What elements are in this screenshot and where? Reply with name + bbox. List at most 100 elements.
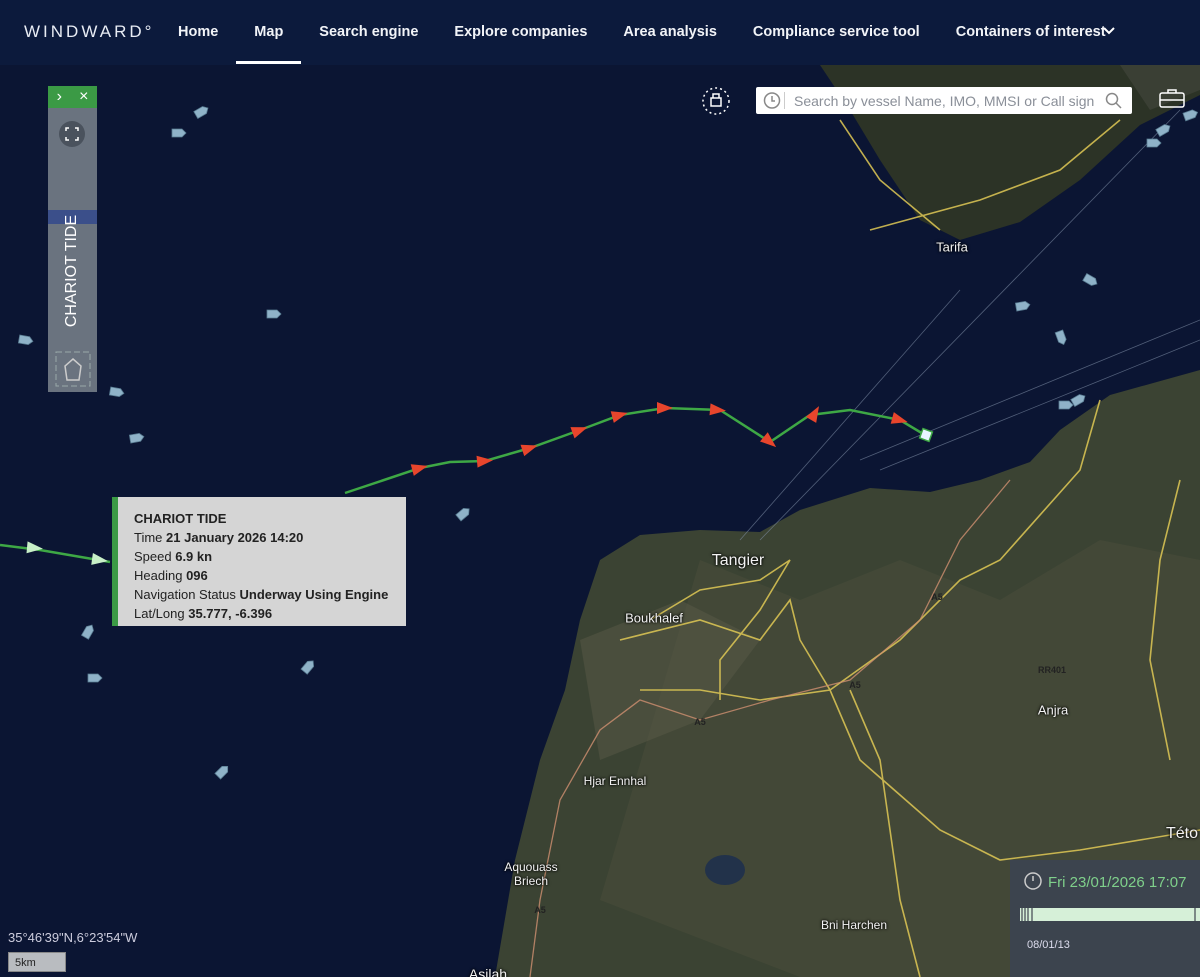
- nav-item[interactable]: Area analysis: [623, 24, 717, 40]
- place-label: Hjar Ennhal: [583, 774, 647, 788]
- panel-header: › ×: [48, 86, 97, 108]
- place-label: Anjra: [1037, 702, 1069, 718]
- vessel-marker[interactable]: [1058, 400, 1074, 410]
- divider: [784, 92, 785, 109]
- row-label: Lat/Long: [134, 606, 185, 621]
- track-arrow: [610, 411, 628, 423]
- track-arrow: [520, 444, 538, 457]
- vessel-track: [0, 402, 934, 565]
- search-placeholder[interactable]: Search by vessel Name, IMO, MMSI or Call…: [794, 93, 1095, 109]
- nav-menu: Home Map Search engine Explore companies Are…: [160, 0, 1124, 65]
- road-code: RR401: [1037, 665, 1067, 675]
- vessel-marker[interactable]: [300, 658, 316, 675]
- vessel-marker[interactable]: [193, 105, 210, 120]
- vessel-marker[interactable]: [1182, 109, 1199, 122]
- vessel-marker[interactable]: [1146, 138, 1162, 148]
- clock-icon[interactable]: [760, 87, 788, 114]
- place-label: Tangier: [711, 552, 765, 569]
- tooltip-row: Time 21 January 2026 14:20: [134, 528, 406, 547]
- vessel-icon[interactable]: [48, 350, 97, 390]
- nav-item[interactable]: Explore companies: [454, 24, 588, 40]
- track-line: [0, 543, 111, 564]
- nav-item[interactable]: Containers of interest: [955, 24, 1106, 40]
- vessel-photo: [48, 210, 97, 224]
- vessel-name: CHARIOT TIDE: [63, 214, 80, 328]
- nav-item[interactable]: Home: [178, 24, 219, 40]
- timeline-start: 08/01/13: [1027, 939, 1070, 951]
- toolbox-icon[interactable]: [1159, 89, 1185, 108]
- scale-bar: 5km: [8, 952, 66, 972]
- selected-vessel[interactable]: [918, 427, 934, 443]
- track-arrow: [570, 427, 588, 439]
- expand-button[interactable]: ›: [56, 88, 62, 105]
- vessel-marker[interactable]: [1070, 393, 1087, 408]
- vessel-tooltip: CHARIOT TIDE Time 21 January 2026 14:20 S…: [112, 497, 406, 626]
- tooltip-row: Lat/Long 35.777, -6.396: [134, 604, 406, 623]
- top-nav: WINDWARD° Home Map Search engine Explore co…: [0, 0, 1200, 65]
- search-icon[interactable]: [1104, 87, 1124, 114]
- place-label: Aquouass Briech: [504, 860, 558, 888]
- brand-logo[interactable]: WINDWARD°: [24, 22, 155, 41]
- vessel-marker[interactable]: [455, 506, 472, 522]
- row-value: 6.9 kn: [175, 549, 213, 564]
- row-value: 35.777, -6.396: [188, 606, 273, 621]
- road-code: A5: [931, 592, 943, 602]
- track-arrow: [410, 464, 428, 476]
- row-value: 21 January 2026 14:20: [166, 530, 304, 545]
- vessel-marker[interactable]: [80, 623, 96, 640]
- track-arrow: [26, 541, 43, 554]
- vessel-marker[interactable]: [1082, 272, 1099, 288]
- nav-more[interactable]: [1102, 24, 1116, 38]
- road-code: A5: [694, 717, 706, 727]
- vessels: [17, 105, 1199, 780]
- nav-item[interactable]: Search engine: [319, 24, 419, 40]
- track-arrow: [709, 403, 726, 416]
- place-label: Bni Harchen: [820, 918, 888, 932]
- vessel-marker[interactable]: [1155, 123, 1172, 138]
- row-label: Time: [134, 530, 163, 545]
- vessel-side-panel: › × CHARIOT TIDE: [48, 86, 97, 392]
- place-label: Boukhalef: [625, 610, 683, 626]
- track-arrow: [657, 402, 673, 414]
- road-code: A5: [849, 680, 861, 690]
- vessel-marker[interactable]: [1014, 300, 1031, 312]
- tooltip-row: Speed 6.9 kn: [134, 547, 406, 566]
- track-arrow: [760, 432, 777, 448]
- tooltip-row: Heading 096: [134, 566, 406, 585]
- vessel-marker[interactable]: [17, 334, 34, 346]
- row-label: Navigation Status: [134, 587, 236, 602]
- place-label: Asilah: [468, 966, 508, 977]
- place-label: Této: [1165, 825, 1199, 842]
- roads: [619, 119, 1200, 977]
- track-arrow: [805, 406, 819, 423]
- track-arrow: [476, 455, 493, 468]
- vessel-marker[interactable]: [171, 128, 187, 138]
- track-line: [344, 406, 926, 495]
- track-arrow: [91, 552, 108, 565]
- nav-item[interactable]: Map: [236, 0, 302, 65]
- timeline-clock[interactable]: [1022, 870, 1044, 892]
- vessel-marker[interactable]: [108, 386, 125, 398]
- close-button[interactable]: ×: [79, 88, 89, 105]
- row-value: 096: [186, 568, 208, 583]
- poi-icon[interactable]: [702, 87, 730, 115]
- road-code: A5: [534, 905, 546, 915]
- timeline-datetime[interactable]: Fri 23/01/2026 17:07: [1048, 874, 1187, 891]
- vessel-marker[interactable]: [214, 764, 231, 780]
- timeline-bar[interactable]: [1020, 908, 1200, 921]
- vessel-marker[interactable]: [1054, 329, 1067, 346]
- tooltip-row: Navigation Status Underway Using Engine: [134, 585, 406, 604]
- nav-item[interactable]: Compliance service tool: [752, 24, 920, 40]
- row-value: Underway Using Engine: [239, 587, 389, 602]
- row-label: Heading: [134, 568, 183, 583]
- vessel-marker[interactable]: [266, 309, 282, 319]
- cursor-coordinates: 35°46'39"N,6°23'54"W: [8, 930, 138, 945]
- vessel-marker[interactable]: [128, 432, 145, 444]
- timeline-widget: Fri 23/01/2026 17:07 08/01/13: [1010, 860, 1200, 977]
- search-box[interactable]: Search by vessel Name, IMO, MMSI or Call…: [756, 87, 1132, 114]
- fullscreen-button[interactable]: [48, 114, 97, 154]
- place-label: Tarifa: [936, 239, 968, 255]
- vessel-marker[interactable]: [87, 673, 103, 683]
